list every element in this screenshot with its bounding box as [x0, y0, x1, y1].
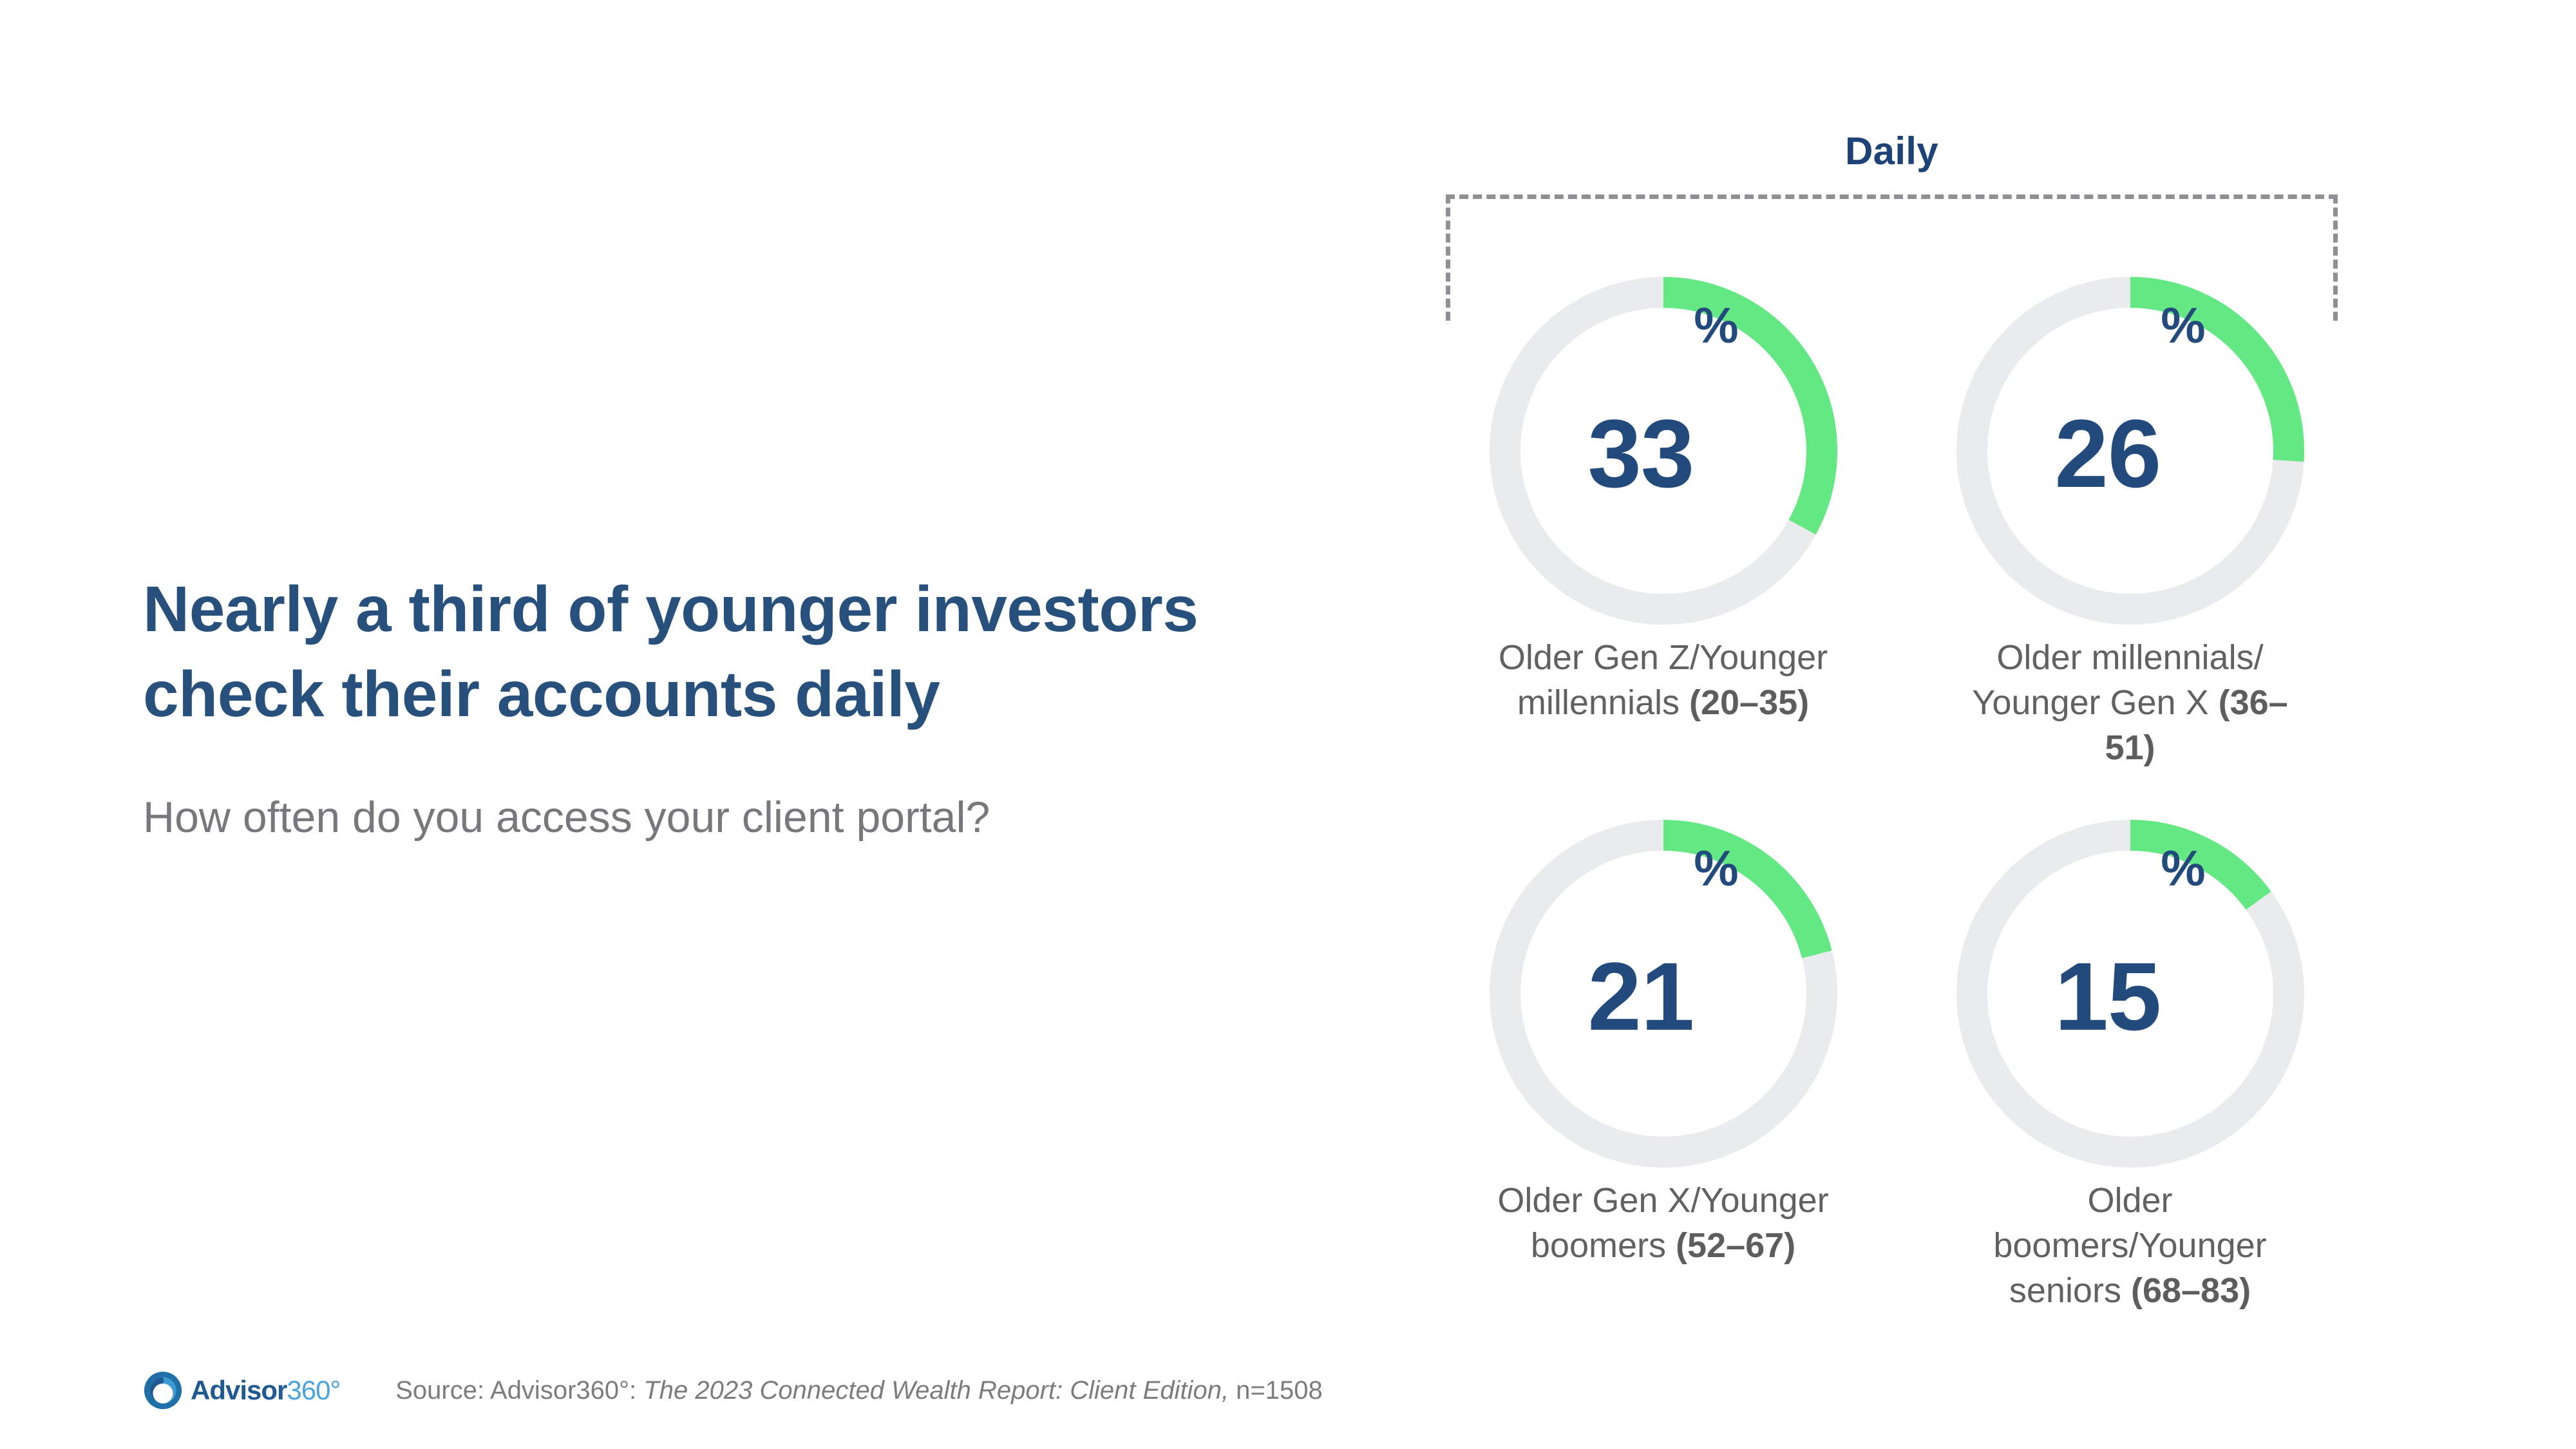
logo-word-advisor: Advisor [191, 1375, 287, 1405]
donut-svg-0 [1489, 277, 1837, 625]
donut-number-3: 15 [2054, 942, 2161, 1050]
donut-caption-3: Older boomers/Younger seniors (68–83) [1950, 1178, 2311, 1314]
donut-age-range-3: (68–83) [2130, 1271, 2251, 1310]
donut-caption-1: Older millennials/ Younger Gen X (36–51) [1950, 635, 2311, 771]
logo-wordmark: Advisor360° [191, 1375, 341, 1405]
donut-caption-line1-3: Older boomers/Younger [1993, 1180, 2267, 1265]
survey-question: How often do you access your client port… [143, 793, 990, 842]
donut-caption-line1-2: Older Gen X/Younger [1497, 1180, 1829, 1220]
donut-number-2: 21 [1587, 942, 1694, 1050]
donut-number-1: 26 [2054, 399, 2161, 507]
headline-block: Nearly a third of younger investors chec… [143, 567, 1289, 848]
donut-svg-1 [1956, 277, 2304, 625]
donut-card-2: 21 % Older Gen X/Younger boomers (52–67) [1446, 819, 1880, 1314]
donut-caption-line2-3: seniors [2009, 1271, 2131, 1310]
donut-value-3: 15 % [1956, 820, 2304, 1168]
donut-svg-3 [1956, 819, 2304, 1168]
source-suffix: n=1508 [1229, 1376, 1323, 1405]
donut-percent-sign-0: % [1694, 297, 1739, 354]
donut-caption-line2-0: millennials [1517, 683, 1689, 723]
advisor360-logo[interactable]: Advisor360° [143, 1370, 341, 1410]
donut-number-0: 33 [1587, 399, 1694, 507]
donut-caption-line2-1: Younger Gen X [1972, 683, 2219, 723]
donut-caption-0: Older Gen Z/Younger millennials (20–35) [1483, 635, 1844, 725]
footer: Advisor360° Source: Advisor360°: The 202… [143, 1370, 1323, 1410]
donut-chart-grid: 33 % Older Gen Z/Younger millennials (20… [1446, 277, 2347, 1313]
page-title: Nearly a third of younger investors chec… [143, 573, 1198, 730]
donut-svg-2 [1489, 819, 1837, 1168]
donut-percent-sign-1: % [2161, 297, 2206, 354]
donut-value-1: 26 % [1956, 277, 2304, 625]
donut-age-range-1: (36–51) [2105, 683, 2288, 768]
donut-caption-2: Older Gen X/Younger boomers (52–67) [1483, 1178, 1844, 1268]
donut-card-3: 15 % Older boomers/Younger seniors (68–8… [1913, 819, 2347, 1314]
donut-age-range-0: (20–35) [1689, 683, 1810, 723]
donut-card-1: 26 % Older millennials/ Younger Gen X (3… [1913, 277, 2347, 771]
donut-value-2: 21 % [1490, 820, 1837, 1168]
donut-age-range-2: (52–67) [1675, 1226, 1796, 1265]
donut-percent-sign-3: % [2161, 839, 2206, 896]
donut-chart-0: 33 % [1489, 277, 1837, 625]
donut-caption-line1-1: Older millennials/ [1996, 638, 2264, 677]
source-prefix: Source: Advisor360°: [395, 1376, 644, 1405]
source-note: Source: Advisor360°: The 2023 Connected … [395, 1376, 1323, 1405]
donut-chart-1: 26 % [1956, 277, 2304, 625]
source-report-title: The 2023 Connected Wealth Report: Client… [643, 1376, 1229, 1405]
donut-caption-line1-0: Older Gen Z/Younger [1498, 638, 1828, 677]
donut-card-0: 33 % Older Gen Z/Younger millennials (20… [1446, 277, 1880, 771]
donut-percent-sign-2: % [1694, 839, 1739, 896]
swirl-logo-icon [143, 1370, 183, 1410]
logo-word-360: 360° [287, 1375, 341, 1405]
donut-chart-3: 15 % [1956, 819, 2304, 1168]
donut-value-0: 33 % [1490, 277, 1837, 625]
donut-chart-2: 21 % [1489, 819, 1837, 1168]
donut-caption-line2-2: boomers [1530, 1226, 1676, 1265]
section-label-daily: Daily [1845, 129, 1938, 173]
